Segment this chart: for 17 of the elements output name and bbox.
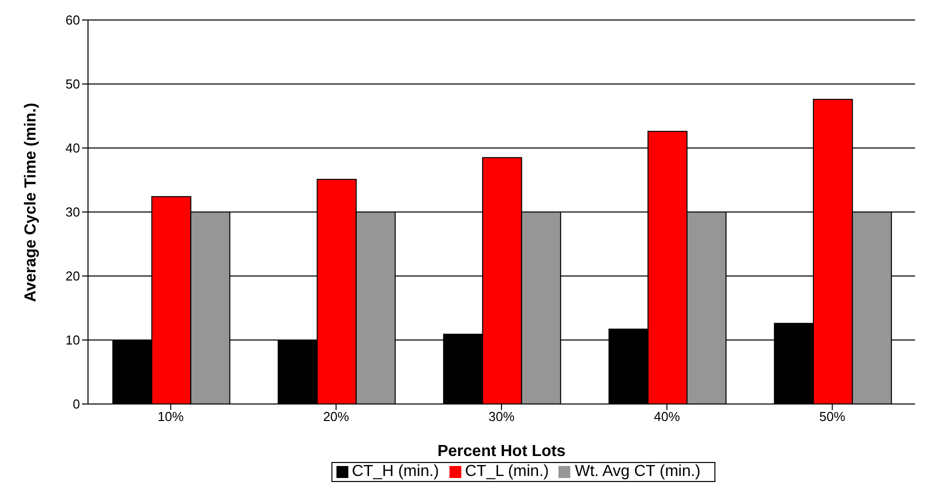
y-tick-label: 50: [66, 76, 80, 92]
y-tick-label: 10: [66, 332, 80, 348]
y-axis-title: Average Cycle Time (min.): [22, 102, 40, 302]
x-tick-label: 10%: [158, 409, 184, 424]
y-tick-label: 40: [66, 140, 80, 156]
legend-label: CT_L (min.): [464, 463, 549, 480]
legend-label: Wt. Avg CT (min.): [574, 463, 701, 480]
legend-label: CT_H (min.): [352, 463, 439, 480]
x-tick-label: 50%: [819, 409, 846, 424]
x-axis-title: Percent Hot Lots: [437, 443, 566, 460]
y-tick-label: 20: [66, 268, 80, 284]
y-tick-label: 60: [66, 12, 80, 28]
x-tick-label: 40%: [654, 409, 680, 424]
y-tick-label: 30: [66, 204, 80, 220]
x-tick-label: 20%: [323, 409, 350, 424]
y-tick-label: 0: [72, 396, 80, 412]
x-tick-label: 30%: [488, 409, 515, 424]
